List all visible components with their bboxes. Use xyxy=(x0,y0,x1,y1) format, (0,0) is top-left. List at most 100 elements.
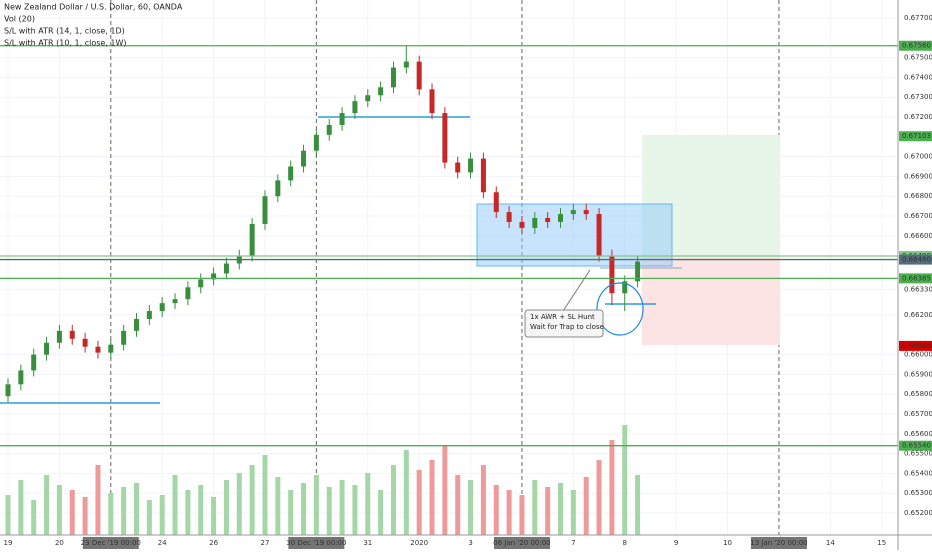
candle-body xyxy=(82,338,88,347)
x-tick-label: 8 xyxy=(623,539,627,547)
indicator-label: S/L with ATR (14, 1, close, 1D) xyxy=(4,27,125,36)
candle-body xyxy=(198,279,204,288)
x-tick-label: 19 xyxy=(4,539,13,547)
volume-bar xyxy=(442,445,448,535)
y-tick-label: 0.66000 xyxy=(904,351,932,359)
x-tick-label: 2020 xyxy=(410,539,428,547)
candle-body xyxy=(133,318,139,331)
x-tick-label: 3 xyxy=(468,539,472,547)
volume-bar xyxy=(108,493,114,535)
y-tick-label: 0.66700 xyxy=(904,212,932,220)
y-tick-label: 0.66800 xyxy=(904,192,932,200)
volume-bar xyxy=(236,473,242,535)
y-tick-label: 0.65600 xyxy=(904,430,932,438)
x-tick-label: 9 xyxy=(674,539,678,547)
highlight-ellipse xyxy=(596,282,644,336)
volume-bar xyxy=(159,495,165,535)
candle-body xyxy=(545,217,551,222)
volume-bar xyxy=(429,460,435,535)
volume-bar xyxy=(69,490,75,535)
price-label-box xyxy=(899,254,932,265)
candle-body xyxy=(609,255,615,294)
x-tick-label: 13 Jan '20 00:00 xyxy=(750,539,807,547)
y-tick-label: 0.65700 xyxy=(904,410,932,418)
y-tick-label: 0.65300 xyxy=(904,489,932,497)
candle-body xyxy=(185,287,191,300)
volume-bar xyxy=(403,450,409,535)
y-tick-label: 0.66330 xyxy=(904,285,932,293)
candle-body xyxy=(56,330,62,343)
x-tick-label: 24 xyxy=(158,539,167,547)
volume-bar xyxy=(262,455,268,535)
candle-body xyxy=(480,158,486,193)
candle-body xyxy=(249,223,255,256)
y-tick-label: 0.67400 xyxy=(904,73,932,81)
candle-body xyxy=(18,370,24,385)
y-tick-label: 0.66900 xyxy=(904,172,932,180)
candle-body xyxy=(301,150,307,167)
volume-bar xyxy=(506,490,512,535)
candle-body xyxy=(442,113,448,163)
volume-bar xyxy=(545,487,551,535)
price-label: 0.66044 xyxy=(902,342,931,350)
y-tick-label: 0.67000 xyxy=(904,153,932,161)
x-tick-label: 7 xyxy=(571,539,575,547)
candle-body xyxy=(313,134,319,151)
volume-bar xyxy=(146,500,152,535)
volume-bar xyxy=(95,465,101,535)
candle-body xyxy=(622,281,628,294)
x-tick-label: 30 Dec '19 00:00 xyxy=(286,539,346,547)
x-tick-label: 23 Dec '19 00:00 xyxy=(81,539,141,547)
volume-bar xyxy=(339,480,345,535)
price-label-box xyxy=(899,131,932,142)
volume-bar xyxy=(121,487,127,535)
time-label-box xyxy=(750,537,807,549)
candle-body xyxy=(121,330,127,345)
candle-body xyxy=(403,61,409,68)
volume-bar xyxy=(455,475,461,535)
candle-body xyxy=(519,221,525,228)
volume-bar xyxy=(558,483,564,535)
axes: 0.67700 0.67500 0.67400 0.67300 0.67200 0.670… xyxy=(4,14,932,549)
volume-bar xyxy=(18,480,24,535)
volume-bar xyxy=(468,480,474,535)
callout-box xyxy=(524,309,604,338)
volume-bar xyxy=(532,480,538,535)
indicator-label: Vol (20) xyxy=(4,15,35,24)
y-tick-label: 0.65800 xyxy=(904,390,932,398)
candle-body xyxy=(455,162,461,173)
price-label-box xyxy=(899,40,932,51)
volume-bar xyxy=(275,477,281,535)
time-label-box xyxy=(288,537,345,549)
x-tick-label: 20 xyxy=(55,539,64,547)
volume-bar xyxy=(211,497,217,535)
price-label: 0.67560 xyxy=(902,42,931,50)
candle-body xyxy=(416,61,422,90)
candle-body xyxy=(583,210,589,215)
x-tick-label: 31 xyxy=(363,539,372,547)
volume-bar xyxy=(185,490,191,535)
price-label: 0.65540 xyxy=(902,442,931,450)
y-tick-label: 0.67500 xyxy=(904,54,932,62)
stop-zone xyxy=(642,258,780,345)
volume-bar xyxy=(416,470,422,535)
volume-bar xyxy=(609,440,615,535)
volume-bar xyxy=(172,475,178,535)
volume-bar xyxy=(223,480,229,535)
volume-bar xyxy=(44,475,50,535)
time-label-box xyxy=(82,537,139,549)
callout-line xyxy=(562,269,591,312)
volume-bar xyxy=(82,497,88,535)
callout-text: 1x AWR + SL Hunt xyxy=(530,313,595,321)
y-tick-label: 0.65900 xyxy=(904,370,932,378)
x-tick-label: 15 xyxy=(877,539,886,547)
candle-body xyxy=(288,166,294,181)
candle-body xyxy=(326,124,332,135)
candle-body xyxy=(211,273,217,280)
candle-body xyxy=(570,210,576,215)
candle-body xyxy=(390,67,396,88)
indicator-label: S/L with ATR (10, 1, close, 1W) xyxy=(4,39,127,48)
volume-bar xyxy=(583,477,589,535)
volume-bar xyxy=(56,485,62,535)
price-label-box xyxy=(899,440,932,451)
